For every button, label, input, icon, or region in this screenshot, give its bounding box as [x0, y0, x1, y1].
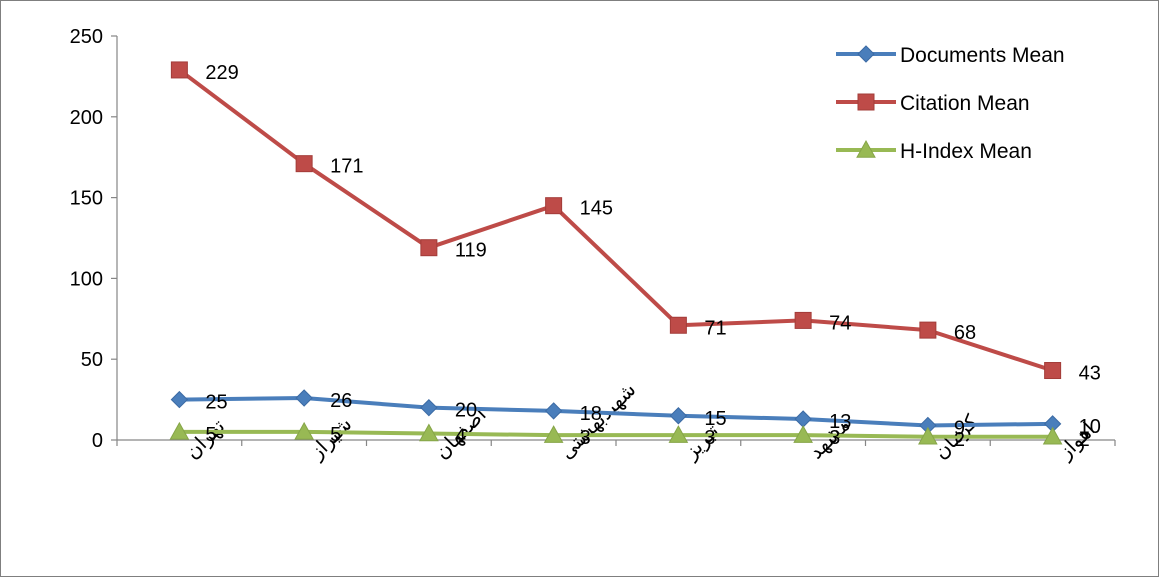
y-tick-label: 0 [92, 430, 103, 452]
triangle-marker [856, 139, 876, 158]
square-marker [794, 311, 812, 329]
square-marker [1044, 362, 1062, 380]
legend-entry: Documents Mean [900, 44, 1065, 67]
diamond-marker [669, 407, 688, 425]
square-marker [545, 197, 563, 215]
diamond-marker [295, 389, 313, 407]
data-label: 9 [954, 417, 965, 439]
square-marker [857, 93, 875, 111]
data-label: 3 [829, 427, 840, 449]
square-marker [420, 239, 438, 257]
y-tick-label: 100 [70, 268, 103, 290]
triangle-marker [918, 426, 938, 445]
data-label: 2 [954, 429, 965, 451]
data-label: 26 [330, 390, 352, 412]
data-label: 68 [954, 322, 976, 344]
data-label: 20 [455, 400, 477, 422]
y-tick-label: 150 [70, 188, 103, 210]
series-line [178, 68, 1054, 373]
series-line [179, 395, 1053, 428]
data-label: 171 [330, 156, 363, 178]
square-marker [669, 316, 687, 334]
triangle-marker [793, 425, 813, 443]
data-label: 5 [330, 424, 341, 446]
triangle-marker [543, 425, 564, 443]
data-label: 145 [580, 198, 613, 220]
data-label: 3 [704, 427, 715, 449]
square-marker [295, 155, 313, 173]
triangle-marker [169, 421, 190, 440]
square-marker [170, 61, 188, 79]
data-label: 15 [704, 408, 726, 430]
legend-entry: H-Index Mean [900, 140, 1032, 163]
data-label: 10 [1079, 416, 1101, 438]
diamond-marker [794, 410, 812, 428]
diamond-marker [170, 390, 189, 409]
triangle-marker [1042, 426, 1063, 445]
data-label: 74 [829, 312, 851, 334]
diamond-marker [420, 398, 438, 417]
diamond-marker [544, 402, 563, 420]
data-label: 229 [205, 62, 238, 84]
y-tick-label: 200 [70, 107, 103, 129]
data-label: 119 [455, 240, 487, 262]
triangle-marker [419, 423, 439, 442]
data-label: 13 [829, 411, 851, 433]
series-line [179, 429, 1053, 439]
y-tick-label: 250 [70, 26, 103, 48]
triangle-marker [294, 421, 314, 440]
diamond-marker [857, 45, 875, 63]
data-label: 25 [205, 392, 227, 414]
data-label: 4 [455, 426, 466, 448]
data-label: 18 [580, 403, 602, 425]
data-label: 71 [704, 317, 726, 339]
y-tick-label: 50 [81, 349, 103, 371]
data-label: 5 [205, 424, 216, 446]
legend-entry: Citation Mean [900, 92, 1030, 115]
data-label: 43 [1079, 363, 1101, 385]
data-label: 2 [1079, 429, 1090, 451]
square-marker [919, 321, 937, 339]
triangle-marker [668, 425, 689, 443]
data-label: 3 [580, 427, 591, 449]
